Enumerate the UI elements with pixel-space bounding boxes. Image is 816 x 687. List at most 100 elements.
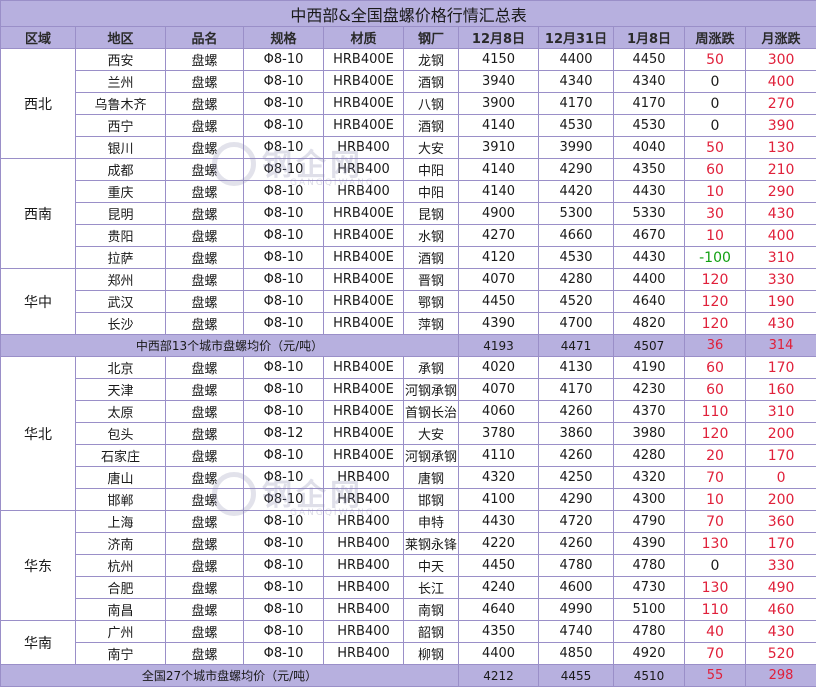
material-cell: HRB400E: [324, 291, 404, 313]
price-dec31-cell: 4700: [539, 313, 614, 335]
weekly-change-cell: 120: [685, 269, 746, 291]
weekly-change-cell: 0: [685, 555, 746, 577]
product-cell: 盘螺: [166, 203, 244, 225]
city-cell: 拉萨: [76, 247, 166, 269]
column-header: 周涨跌: [685, 27, 746, 49]
monthly-change-cell: 270: [746, 93, 816, 115]
city-cell: 合肥: [76, 577, 166, 599]
price-jan8-cell: 4430: [614, 247, 685, 269]
material-cell: HRB400E: [324, 203, 404, 225]
city-cell: 贵阳: [76, 225, 166, 247]
region-cell: 西北: [1, 49, 76, 159]
monthly-change-cell: 0: [746, 467, 816, 489]
price-jan8-cell: 4320: [614, 467, 685, 489]
product-cell: 盘螺: [166, 555, 244, 577]
material-cell: HRB400: [324, 577, 404, 599]
city-cell: 郑州: [76, 269, 166, 291]
city-cell: 重庆: [76, 181, 166, 203]
price-jan8-cell: 4730: [614, 577, 685, 599]
spec-cell: Φ8-10: [244, 181, 324, 203]
spec-cell: Φ8-10: [244, 357, 324, 379]
monthly-change-cell: 330: [746, 269, 816, 291]
column-header: 地区: [76, 27, 166, 49]
mill-cell: 萍钢: [404, 313, 459, 335]
spec-cell: Φ8-10: [244, 137, 324, 159]
city-cell: 银川: [76, 137, 166, 159]
average-weekly-change: 55: [685, 665, 746, 687]
region-cell: 华中: [1, 269, 76, 335]
material-cell: HRB400E: [324, 247, 404, 269]
material-cell: HRB400E: [324, 269, 404, 291]
product-cell: 盘螺: [166, 291, 244, 313]
mill-cell: 莱钢永锋: [404, 533, 459, 555]
product-cell: 盘螺: [166, 621, 244, 643]
price-dec8-cell: 4150: [459, 49, 539, 71]
spec-cell: Φ8-10: [244, 313, 324, 335]
material-cell: HRB400: [324, 467, 404, 489]
price-dec31-cell: 4280: [539, 269, 614, 291]
mill-cell: 韶钢: [404, 621, 459, 643]
material-cell: HRB400: [324, 511, 404, 533]
weekly-change-cell: 70: [685, 467, 746, 489]
region-cell: 华北: [1, 357, 76, 511]
spec-cell: Φ8-10: [244, 49, 324, 71]
monthly-change-cell: 400: [746, 71, 816, 93]
average-price-cell: 4510: [614, 665, 685, 687]
monthly-change-cell: 200: [746, 423, 816, 445]
average-monthly-change: 298: [746, 665, 816, 687]
column-header: 12月31日: [539, 27, 614, 49]
product-cell: 盘螺: [166, 313, 244, 335]
mill-cell: 河钢承钢: [404, 445, 459, 467]
price-dec8-cell: 4270: [459, 225, 539, 247]
price-dec31-cell: 4740: [539, 621, 614, 643]
weekly-change-cell: 60: [685, 159, 746, 181]
product-cell: 盘螺: [166, 71, 244, 93]
product-cell: 盘螺: [166, 379, 244, 401]
weekly-change-cell: 70: [685, 643, 746, 665]
material-cell: HRB400: [324, 137, 404, 159]
price-jan8-cell: 4790: [614, 511, 685, 533]
weekly-change-cell: 0: [685, 115, 746, 137]
price-dec8-cell: 4140: [459, 181, 539, 203]
price-jan8-cell: 3980: [614, 423, 685, 445]
monthly-change-cell: 310: [746, 247, 816, 269]
city-cell: 邯郸: [76, 489, 166, 511]
price-dec31-cell: 4130: [539, 357, 614, 379]
material-cell: HRB400E: [324, 115, 404, 137]
price-dec31-cell: 4260: [539, 401, 614, 423]
city-cell: 西宁: [76, 115, 166, 137]
mill-cell: 昆钢: [404, 203, 459, 225]
weekly-change-cell: 60: [685, 357, 746, 379]
price-dec8-cell: 4070: [459, 269, 539, 291]
price-dec31-cell: 4990: [539, 599, 614, 621]
price-dec8-cell: 4390: [459, 313, 539, 335]
product-cell: 盘螺: [166, 511, 244, 533]
price-dec8-cell: 4400: [459, 643, 539, 665]
monthly-change-cell: 130: [746, 137, 816, 159]
region-cell: 华东: [1, 511, 76, 621]
product-cell: 盘螺: [166, 357, 244, 379]
city-cell: 长沙: [76, 313, 166, 335]
price-dec31-cell: 3990: [539, 137, 614, 159]
column-header: 区域: [1, 27, 76, 49]
weekly-change-cell: 10: [685, 225, 746, 247]
spec-cell: Φ8-10: [244, 159, 324, 181]
product-cell: 盘螺: [166, 247, 244, 269]
product-cell: 盘螺: [166, 489, 244, 511]
average-weekly-change: 36: [685, 335, 746, 357]
price-jan8-cell: 4370: [614, 401, 685, 423]
price-dec31-cell: 4530: [539, 115, 614, 137]
price-dec8-cell: 4430: [459, 511, 539, 533]
city-cell: 南宁: [76, 643, 166, 665]
weekly-change-cell: 30: [685, 203, 746, 225]
product-cell: 盘螺: [166, 445, 244, 467]
price-dec8-cell: 3780: [459, 423, 539, 445]
city-cell: 成都: [76, 159, 166, 181]
